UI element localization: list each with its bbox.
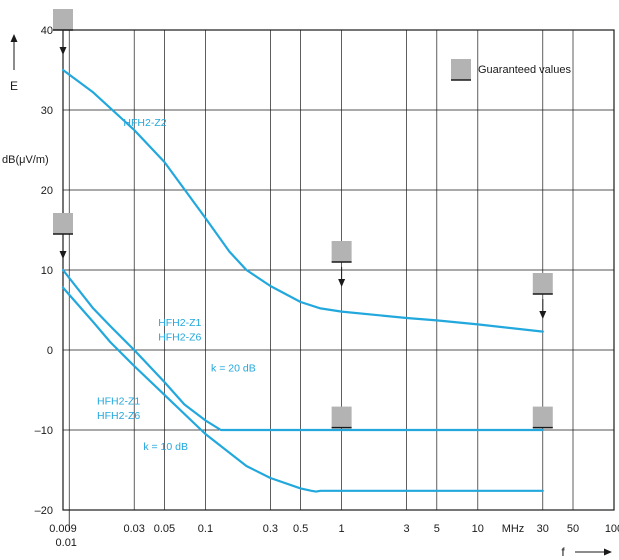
x-tick-label: 0.5 (293, 523, 308, 535)
curve-annotation: HFH2-Z6 (158, 331, 201, 343)
y-tick-label: 20 (41, 185, 53, 197)
x-tick-label: 0.009 (49, 523, 77, 535)
y-tick-label: 40 (41, 25, 53, 37)
guaranteed-value-marker (331, 241, 352, 287)
curve-annotation: HFH2-Z2 (123, 117, 166, 129)
x-tick-label: 100 (605, 523, 619, 535)
y-tick-label: 0 (47, 345, 53, 357)
y-tick-label: –10 (35, 425, 53, 437)
series-line (61, 68, 544, 333)
legend: Guaranteed values (451, 59, 571, 81)
guaranteed-value-box (53, 213, 73, 234)
x-axis-arrow (575, 548, 612, 556)
x-tick-label: 10 (472, 523, 484, 535)
down-arrow-head-icon (338, 279, 346, 287)
curve-annotation: k = 10 dB (143, 441, 188, 453)
guaranteed-value-box (331, 406, 352, 428)
series-line (61, 268, 544, 432)
guaranteed-value-box (331, 241, 352, 262)
x-tick-label: 30 (537, 523, 549, 535)
guaranteed-value-marker (331, 406, 352, 429)
guaranteed-markers (53, 9, 553, 429)
x-tick-label: 50 (567, 523, 579, 535)
x-tick-label: 0.05 (154, 523, 175, 535)
curve-annotations: HFH2-Z2 HFH2-Z1 HFH2-Z6 k = 20 dB HFH2-Z1 HFH… (97, 117, 256, 453)
x-tick-label: 3 (404, 523, 410, 535)
guaranteed-value-box (532, 273, 553, 294)
x-tick-label: 1 (339, 523, 345, 535)
curve-annotation: HFH2-Z1 (158, 317, 201, 329)
grid (63, 30, 614, 510)
y-axis-arrow (10, 34, 18, 70)
x-tick-label: 0.3 (263, 523, 278, 535)
legend-swatch (451, 59, 471, 80)
series-line (61, 286, 544, 493)
curve-annotation: k = 20 dB (211, 363, 256, 375)
guaranteed-value-marker (53, 213, 73, 259)
guaranteed-value-box (532, 406, 553, 428)
guaranteed-value-box (53, 9, 73, 30)
y-tick-label: 30 (41, 105, 53, 117)
legend-label: Guaranteed values (478, 64, 571, 76)
curve-annotation: HFH2-Z1 (97, 395, 140, 407)
y-tick-label: 10 (41, 265, 53, 277)
x-tick-labels: 0.009 0.01 0.03 0.05 0.1 0.3 0.5 1 3 5 10 30 50 100 (49, 510, 619, 549)
down-arrow-head-icon (539, 311, 547, 319)
y-axis-symbol: E (10, 79, 18, 93)
x-tick-label: 0.03 (124, 523, 145, 535)
curve-annotation: HFH2-Z6 (97, 410, 140, 422)
y-unit-label: dB(μV/m) (2, 154, 49, 166)
guaranteed-value-marker (53, 9, 73, 55)
guaranteed-value-marker (532, 273, 553, 319)
x-tick-label: 5 (434, 523, 440, 535)
down-arrow-head-icon (59, 47, 67, 55)
guaranteed-value-marker (532, 406, 553, 429)
curves (61, 68, 544, 493)
x-tick-label: 0.01 (56, 537, 77, 549)
down-arrow-head-icon (59, 251, 67, 259)
y-tick-label: –20 (35, 505, 53, 517)
y-tick-labels: 40 30 20 10 0 –10 –20 (35, 25, 53, 517)
x-unit-label: MHz (502, 523, 525, 535)
x-tick-label: 0.1 (198, 523, 213, 535)
x-axis-symbol: f (561, 545, 565, 559)
